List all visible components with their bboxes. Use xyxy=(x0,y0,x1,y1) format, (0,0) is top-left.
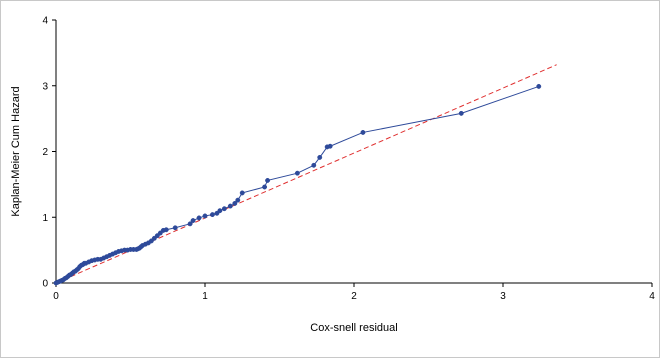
km-series-point xyxy=(311,162,317,168)
km-series-point xyxy=(232,200,238,206)
km-series-point xyxy=(239,190,245,196)
km-series-point xyxy=(210,212,215,218)
y-tick-label: 2 xyxy=(42,147,48,158)
x-tick-label: 2 xyxy=(351,291,357,302)
x-tick-label: 3 xyxy=(500,291,506,302)
km-series-point xyxy=(536,83,542,89)
x-tick-label: 1 xyxy=(202,291,208,302)
km-series-point xyxy=(172,225,178,231)
y-ticks: 0 1 2 3 4 xyxy=(42,16,56,290)
km-series-point xyxy=(196,215,202,221)
km-series-point xyxy=(458,110,464,116)
x-tick-label: 4 xyxy=(649,291,655,302)
km-series-point xyxy=(187,221,193,227)
x-tick-label: 0 xyxy=(53,291,59,302)
km-series-point xyxy=(202,213,208,219)
km-series-point xyxy=(327,143,333,149)
y-tick-label: 0 xyxy=(42,279,48,290)
y-tick-label: 4 xyxy=(42,16,48,27)
km-series-point xyxy=(235,197,241,203)
y-tick-label: 3 xyxy=(42,81,48,92)
km-series-point xyxy=(221,206,227,212)
y-axis-title: Kaplan-Meier Cum Hazard xyxy=(10,86,22,216)
km-series-point xyxy=(265,177,271,183)
km-series-point xyxy=(217,208,223,214)
km-series-point xyxy=(317,154,323,160)
y-tick-label: 1 xyxy=(42,213,48,224)
series-layer xyxy=(53,83,542,286)
x-axis-title: Cox-snell residual xyxy=(310,322,397,334)
x-ticks: 0 1 2 3 4 xyxy=(53,283,655,302)
km-series-point xyxy=(294,170,300,176)
km-series-line xyxy=(55,85,539,284)
km-series-point xyxy=(360,129,366,135)
km-series-point xyxy=(190,218,196,223)
km-series-point xyxy=(227,203,233,209)
km-series-point xyxy=(163,227,169,233)
km-series-point xyxy=(262,184,268,190)
